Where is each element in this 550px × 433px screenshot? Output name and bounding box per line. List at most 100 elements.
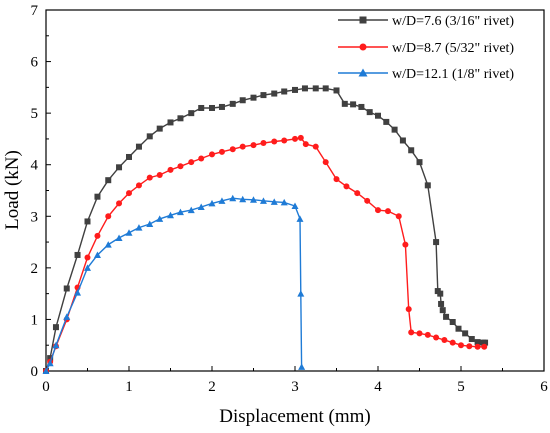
data-point <box>292 135 298 142</box>
y-tick-label: 1 <box>31 312 39 328</box>
y-tick-label: 5 <box>31 106 39 122</box>
data-point <box>343 183 350 190</box>
data-point <box>176 208 184 216</box>
series-3 <box>42 194 306 374</box>
data-point <box>292 86 298 93</box>
data-point <box>208 199 216 207</box>
data-point <box>198 104 205 111</box>
y-axis-title: Load (kN) <box>2 150 23 230</box>
y-tick-label: 2 <box>31 261 39 277</box>
data-point <box>104 241 112 248</box>
data-point <box>375 207 381 214</box>
data-point <box>474 343 481 350</box>
y-tick-label: 7 <box>31 3 39 19</box>
data-point <box>52 324 59 331</box>
data-point <box>402 241 409 248</box>
data-point <box>302 141 309 148</box>
data-point <box>405 306 412 313</box>
data-point <box>296 215 304 222</box>
data-point <box>156 172 163 179</box>
data-point <box>341 100 348 107</box>
y-tick-label: 6 <box>31 55 39 71</box>
data-point <box>433 239 440 246</box>
data-point <box>364 197 371 204</box>
axis-ticks <box>45 9 545 372</box>
data-point <box>105 213 112 220</box>
data-point <box>188 159 195 166</box>
data-point <box>239 143 246 150</box>
series-line-1 <box>45 87 486 372</box>
data-point <box>42 367 50 374</box>
data-point <box>156 125 163 132</box>
data-point <box>63 313 71 320</box>
legend-entry-3: w/D=12.1 (1/8" rivet) <box>338 67 514 82</box>
data-point <box>74 289 82 296</box>
data-point <box>271 138 278 145</box>
data-point <box>84 264 91 271</box>
x-tick-label: 5 <box>457 379 465 395</box>
data-point <box>466 343 473 350</box>
data-point <box>416 159 423 166</box>
plot-frame <box>45 9 545 372</box>
data-point <box>443 313 450 320</box>
data-point <box>167 211 174 219</box>
legend-marker-1 <box>359 16 367 24</box>
data-point <box>229 194 237 202</box>
data-point <box>250 196 257 203</box>
data-point <box>52 341 60 349</box>
data-point <box>259 197 267 204</box>
x-tick-label: 4 <box>374 379 382 395</box>
data-point <box>135 143 142 150</box>
data-point <box>47 355 54 362</box>
data-point <box>297 134 304 141</box>
data-point <box>116 200 123 207</box>
data-point <box>482 339 489 346</box>
data-point <box>209 104 215 111</box>
data-point <box>156 215 164 222</box>
legend-marker-3 <box>358 68 368 77</box>
series-layer <box>42 85 489 374</box>
data-point <box>146 220 154 228</box>
legend-marker-2 <box>359 43 367 51</box>
data-point <box>93 251 101 258</box>
legend-entry-1: w/D=7.6 (3/16" rivet) <box>338 14 514 29</box>
data-point <box>395 213 402 220</box>
data-point <box>322 159 329 166</box>
data-point <box>146 174 153 181</box>
data-point <box>218 148 225 155</box>
x-axis-title: Displacement (mm) <box>219 406 370 427</box>
y-tick-label: 4 <box>31 158 39 174</box>
data-point <box>391 126 398 133</box>
tick-labels: 0 1 2 3 4 5 6 0 1 2 3 4 5 6 7 <box>31 3 549 395</box>
data-point <box>468 336 475 343</box>
data-point <box>46 359 54 367</box>
data-point <box>281 88 288 95</box>
data-point <box>125 229 133 236</box>
data-point <box>458 342 464 349</box>
data-point <box>291 202 299 209</box>
data-point <box>301 85 308 92</box>
data-point <box>84 218 91 225</box>
data-point <box>198 155 205 162</box>
data-point <box>250 142 257 149</box>
data-point <box>439 307 446 314</box>
data-point <box>115 234 123 241</box>
legend: w/D=7.6 (3/16" rivet) w/D=8.7 (5/32" riv… <box>338 14 514 82</box>
series-1 <box>43 85 489 374</box>
data-point <box>270 198 278 205</box>
data-point <box>188 110 195 117</box>
data-point <box>250 94 257 101</box>
legend-label-2: w/D=8.7 (5/32" rivet) <box>392 41 514 56</box>
data-point <box>63 285 70 292</box>
data-point <box>126 190 132 197</box>
data-point <box>416 330 423 337</box>
data-point <box>383 118 390 125</box>
data-point <box>312 85 319 92</box>
data-point <box>146 133 153 140</box>
data-point <box>333 176 340 183</box>
y-tick-label: 0 <box>31 364 39 380</box>
data-point <box>481 343 488 350</box>
data-point <box>280 198 288 206</box>
data-point <box>350 101 357 108</box>
